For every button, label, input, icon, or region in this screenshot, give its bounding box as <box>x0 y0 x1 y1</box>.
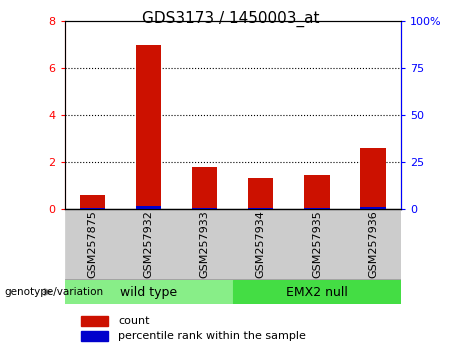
Bar <box>192 167 218 209</box>
Bar <box>65 280 233 304</box>
Text: GDS3173 / 1450003_at: GDS3173 / 1450003_at <box>142 11 319 27</box>
Bar <box>177 209 233 280</box>
Bar <box>65 209 121 280</box>
Bar <box>233 209 289 280</box>
Text: GSM257936: GSM257936 <box>368 210 378 278</box>
Bar <box>304 175 330 209</box>
Text: GSM257932: GSM257932 <box>144 210 154 278</box>
Text: GSM257875: GSM257875 <box>88 210 98 278</box>
Bar <box>361 207 386 209</box>
Bar <box>121 209 177 280</box>
Bar <box>82 331 108 341</box>
Bar <box>82 316 108 326</box>
Bar <box>345 209 401 280</box>
Bar <box>80 195 105 209</box>
Text: EMX2 null: EMX2 null <box>286 286 348 298</box>
Text: GSM257934: GSM257934 <box>256 210 266 278</box>
Bar <box>248 178 273 209</box>
Text: percentile rank within the sample: percentile rank within the sample <box>118 331 306 341</box>
Text: GSM257935: GSM257935 <box>312 210 322 278</box>
Text: GSM257933: GSM257933 <box>200 210 210 278</box>
Bar <box>304 208 330 209</box>
Bar <box>361 148 386 209</box>
Bar <box>192 208 218 209</box>
Bar <box>136 45 161 209</box>
Bar <box>233 280 401 304</box>
Text: count: count <box>118 316 150 326</box>
Bar <box>289 209 345 280</box>
Text: wild type: wild type <box>120 286 177 298</box>
Text: genotype/variation: genotype/variation <box>5 287 104 297</box>
Bar <box>136 206 161 209</box>
Bar <box>248 208 273 209</box>
